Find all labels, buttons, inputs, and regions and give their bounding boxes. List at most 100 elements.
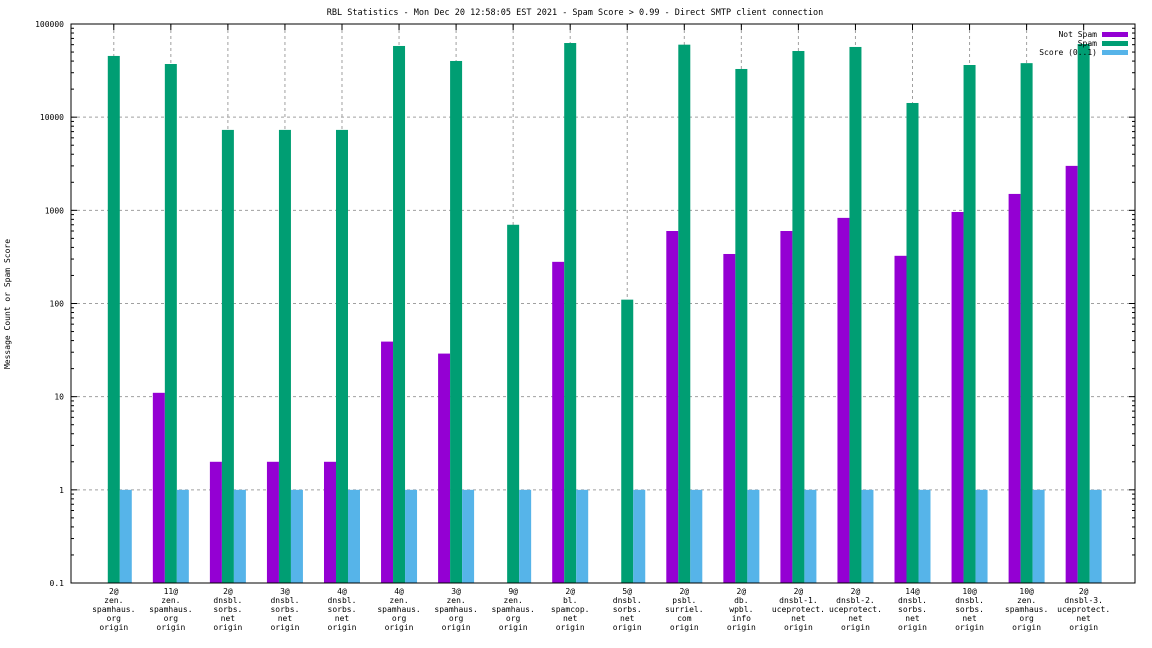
x-tick-label: origin xyxy=(213,623,242,632)
x-tick-label: origin xyxy=(670,623,699,632)
x-tick-label: dnsbl. xyxy=(613,596,642,605)
bar-not-spam xyxy=(780,231,793,583)
x-tick-label: 2@ xyxy=(223,587,233,596)
bar-score xyxy=(975,489,988,583)
x-tick-label: info xyxy=(732,614,751,623)
x-tick-label: spamhaus. xyxy=(377,605,420,614)
bar-spam xyxy=(1077,44,1090,583)
x-tick-label: dnsbl. xyxy=(955,596,984,605)
x-tick-label: sorbs. xyxy=(613,605,642,614)
bar-not-spam xyxy=(1008,193,1021,583)
bar-spam xyxy=(393,45,406,583)
x-tick-label: wpbl. xyxy=(729,605,753,614)
bar-score xyxy=(233,489,246,583)
y-tick-label: 100000 xyxy=(35,20,64,29)
x-tick-label: origin xyxy=(156,623,185,632)
x-tick-label: 10@ xyxy=(1019,587,1034,596)
y-tick-label: 1 xyxy=(59,486,64,495)
bar-score xyxy=(747,489,760,583)
x-tick-label: surriel. xyxy=(665,605,704,614)
x-tick-label: org xyxy=(1019,614,1034,623)
x-tick-label: net xyxy=(278,614,293,623)
x-tick-label: net xyxy=(905,614,920,623)
x-tick-label: org xyxy=(107,614,122,623)
x-tick-label: db. xyxy=(734,596,748,605)
x-tick-label: uceprotect. xyxy=(772,605,825,614)
x-tick-label: 10@ xyxy=(962,587,977,596)
legend-label: Not Spam xyxy=(1058,30,1097,39)
x-tick-label: zen. xyxy=(504,596,523,605)
bar-spam xyxy=(906,102,919,584)
chart-title: RBL Statistics - Mon Dec 20 12:58:05 EST… xyxy=(327,8,823,18)
bar-score xyxy=(119,489,132,583)
axes xyxy=(70,23,1136,584)
legend-label: Spam xyxy=(1078,39,1097,48)
legend-swatch xyxy=(1102,50,1128,55)
x-tick-label: origin xyxy=(99,623,128,632)
x-tick-label: 11@ xyxy=(164,587,179,596)
bar-score xyxy=(290,489,303,583)
x-tick-label: zen. xyxy=(161,596,180,605)
x-tick-label: net xyxy=(335,614,350,623)
x-tick-label: spamhaus. xyxy=(92,605,135,614)
legend-swatch xyxy=(1102,41,1128,46)
bar-not-spam xyxy=(894,255,907,583)
bar-not-spam xyxy=(1065,165,1078,583)
bar-score xyxy=(918,489,931,583)
x-tick-label: 9@ xyxy=(508,587,518,596)
x-tick-label: uceprotect. xyxy=(829,605,882,614)
x-tick-label: net xyxy=(620,614,635,623)
x-tick-label: spamhaus. xyxy=(434,605,477,614)
x-tick-label: sorbs. xyxy=(270,605,299,614)
bar-not-spam xyxy=(323,461,336,583)
x-tick-label: 3@ xyxy=(451,587,461,596)
x-tick-label: origin xyxy=(328,623,357,632)
y-tick-label: 0.1 xyxy=(50,579,65,588)
x-tick-label: net xyxy=(563,614,578,623)
x-tick-label: 14@ xyxy=(905,587,920,596)
bar-spam xyxy=(849,46,862,584)
bar-spam xyxy=(564,43,577,584)
x-tick-label: uceprotect. xyxy=(1057,605,1110,614)
x-tick-label: dnsbl-1. xyxy=(779,596,818,605)
bar-not-spam xyxy=(438,353,451,583)
bar-not-spam xyxy=(381,341,394,583)
y-tick-label: 100 xyxy=(50,300,65,309)
bar-spam xyxy=(278,129,291,583)
x-tick-label: origin xyxy=(898,623,927,632)
x-tick-labels: 2@zen.spamhaus.orgorigin11@zen.spamhaus.… xyxy=(92,587,1110,632)
x-tick-label: dnsbl-2. xyxy=(836,596,875,605)
x-tick-label: origin xyxy=(1069,623,1098,632)
bar-spam xyxy=(107,55,120,583)
x-tick-label: psbl. xyxy=(672,596,696,605)
x-tick-label: 2@ xyxy=(565,587,575,596)
x-tick-label: sorbs. xyxy=(955,605,984,614)
x-tick-label: origin xyxy=(613,623,642,632)
x-tick-label: origin xyxy=(270,623,299,632)
x-tick-label: dnsbl-3. xyxy=(1064,596,1103,605)
x-tick-label: 4@ xyxy=(394,587,404,596)
bar-spam xyxy=(507,224,520,584)
y-tick-label: 10 xyxy=(54,393,64,402)
x-tick-label: origin xyxy=(841,623,870,632)
bar-spam xyxy=(164,64,177,583)
x-tick-label: org xyxy=(164,614,179,623)
x-tick-label: origin xyxy=(784,623,813,632)
x-tick-label: 4@ xyxy=(337,587,347,596)
x-tick-label: spamcop. xyxy=(551,605,590,614)
bar-score xyxy=(861,489,874,583)
x-tick-label: zen. xyxy=(446,596,465,605)
x-tick-label: zen. xyxy=(389,596,408,605)
bar-not-spam xyxy=(951,211,964,584)
x-tick-label: sorbs. xyxy=(213,605,242,614)
bars xyxy=(107,43,1102,584)
bar-score xyxy=(462,489,475,583)
x-tick-label: dnsbl. xyxy=(898,596,927,605)
bar-spam xyxy=(621,299,634,583)
x-tick-label: 2@ xyxy=(1079,587,1089,596)
x-tick-label: origin xyxy=(727,623,756,632)
x-tick-label: sorbs. xyxy=(328,605,357,614)
x-tick-label: com xyxy=(677,614,692,623)
bar-score xyxy=(1089,489,1102,583)
